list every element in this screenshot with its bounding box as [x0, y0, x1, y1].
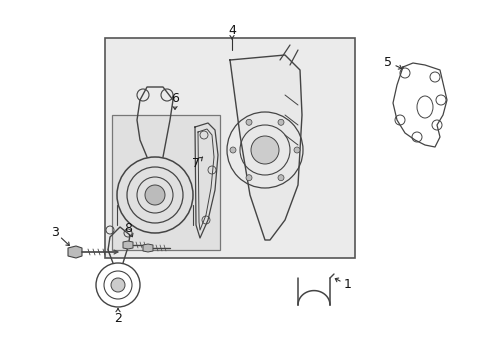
Text: 7: 7	[192, 157, 200, 170]
Text: 3: 3	[51, 225, 59, 239]
Bar	[112, 115, 220, 250]
Polygon shape	[229, 55, 302, 240]
Polygon shape	[142, 244, 153, 252]
Text: 5: 5	[383, 55, 391, 68]
Bar	[105, 38, 354, 258]
Circle shape	[245, 175, 251, 181]
Circle shape	[245, 119, 251, 125]
Circle shape	[293, 147, 299, 153]
Circle shape	[278, 175, 284, 181]
Text: 2: 2	[114, 311, 122, 324]
Circle shape	[250, 136, 279, 164]
Circle shape	[278, 119, 284, 125]
Text: 8: 8	[124, 221, 132, 234]
Text: 1: 1	[344, 279, 351, 292]
Text: 6: 6	[171, 91, 179, 104]
Circle shape	[111, 278, 125, 292]
Circle shape	[145, 185, 164, 205]
Polygon shape	[123, 241, 133, 249]
Polygon shape	[68, 246, 82, 258]
Circle shape	[229, 147, 236, 153]
Text: 4: 4	[227, 23, 235, 36]
